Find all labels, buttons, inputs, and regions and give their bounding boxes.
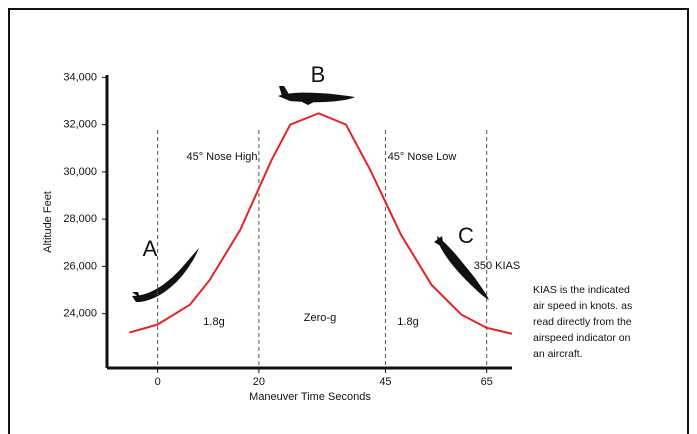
note-line: airspeed indicator on	[533, 332, 631, 344]
aircraft-icons	[132, 86, 489, 302]
aircraft-c	[434, 236, 489, 300]
annotation: Zero-g	[304, 312, 336, 324]
x-tick-label: 20	[253, 376, 265, 388]
annotation: B	[311, 62, 326, 87]
note-line: an aircraft.	[533, 348, 583, 360]
annotation: 1.8g	[397, 316, 418, 328]
y-tick-label: 26,000	[63, 260, 97, 272]
y-tick-label: 32,000	[63, 119, 97, 131]
note-line: KIAS is the indicated	[533, 284, 630, 296]
annotation: 45° Nose High	[186, 151, 257, 163]
y-tick-label: 28,000	[63, 213, 97, 225]
x-tick-label: 65	[481, 376, 493, 388]
annotation: C	[458, 223, 474, 248]
aircraft-a	[132, 248, 199, 302]
y-tick-label: 34,000	[63, 71, 97, 83]
note-line: air speed in knots. as	[533, 300, 632, 312]
annotation: A	[143, 236, 158, 261]
y-axis-label: Altitude Feet	[42, 191, 54, 253]
annotation: 350 KIAS	[474, 260, 520, 272]
annotation: 1.8g	[203, 316, 224, 328]
y-tick-label: 24,000	[63, 308, 97, 320]
y-tick-label: 30,000	[63, 166, 97, 178]
x-axis-label: Maneuver Time Seconds	[249, 391, 371, 403]
frame	[8, 8, 689, 434]
aircraft-b	[278, 86, 355, 105]
x-tick-label: 45	[379, 376, 391, 388]
note-line: read directly from the	[533, 316, 632, 328]
annotation: 45° Nose Low	[388, 151, 457, 163]
x-tick-label: 0	[155, 376, 161, 388]
line-series	[129, 112, 513, 335]
